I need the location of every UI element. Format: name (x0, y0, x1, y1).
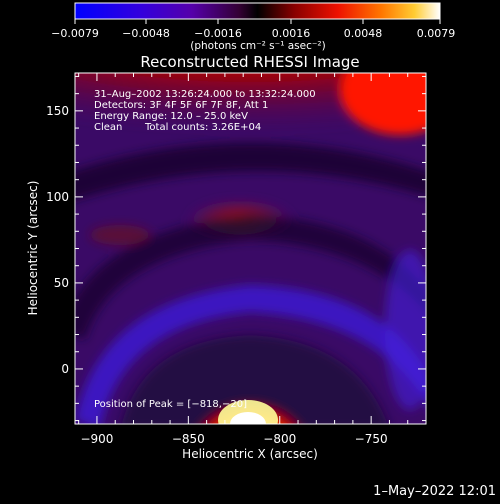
info-total-counts: Total counts: 3.26E+04 (144, 122, 261, 133)
colorbar-tick-label: 0.0079 (417, 27, 456, 40)
x-tick-label: −900 (80, 432, 113, 446)
y-tick-label: 0 (61, 362, 69, 376)
y-tick-label: 150 (46, 104, 69, 118)
y-tick-label: 50 (54, 276, 69, 290)
x-tick-label: −750 (355, 432, 388, 446)
x-axis-label: Heliocentric X (arcsec) (182, 447, 318, 461)
colorbar-tick-label: −0.0048 (122, 27, 170, 40)
info-clean: Clean (94, 122, 122, 133)
y-axis-label: Heliocentric Y (arcsec) (26, 181, 40, 316)
colorbar-gradient (74, 2, 441, 20)
colorbar-tick-label: 0.0048 (344, 27, 383, 40)
info-peak-position: Position of Peak = [−818,−20] (94, 399, 247, 410)
colorbar-tick-label: −0.0079 (51, 27, 99, 40)
y-axis: 0 50 100 150 (46, 75, 426, 422)
y-tick-label: 100 (46, 190, 69, 204)
heatmap-image (75, 73, 426, 424)
colorbar: −0.0079 −0.0048 −0.0016 0.0016 0.0048 0.… (51, 2, 456, 52)
colorbar-tick-label: 0.0016 (272, 27, 311, 40)
info-block: 31–Aug–2002 13:26:24.000 to 13:32:24.000… (94, 89, 316, 410)
info-energy-range: Energy Range: 12.0 – 25.0 keV (94, 111, 248, 122)
colorbar-unit-label: (photons cm⁻² s⁻¹ asec⁻²) (190, 40, 325, 52)
footer-timestamp: 1–May–2022 12:01 (373, 484, 496, 499)
colorbar-ticks (74, 19, 441, 24)
x-axis: −900 −850 −800 −750 (78, 73, 427, 446)
colorbar-tick-label: −0.0016 (194, 27, 242, 40)
info-time-range: 31–Aug–2002 13:26:24.000 to 13:32:24.000 (94, 89, 316, 100)
info-detectors: Detectors: 3F 4F 5F 6F 7F 8F, Att 1 (94, 100, 268, 111)
x-tick-label: −800 (263, 432, 296, 446)
x-tick-label: −850 (172, 432, 205, 446)
chart-title: Reconstructed RHESSI Image (140, 53, 359, 71)
